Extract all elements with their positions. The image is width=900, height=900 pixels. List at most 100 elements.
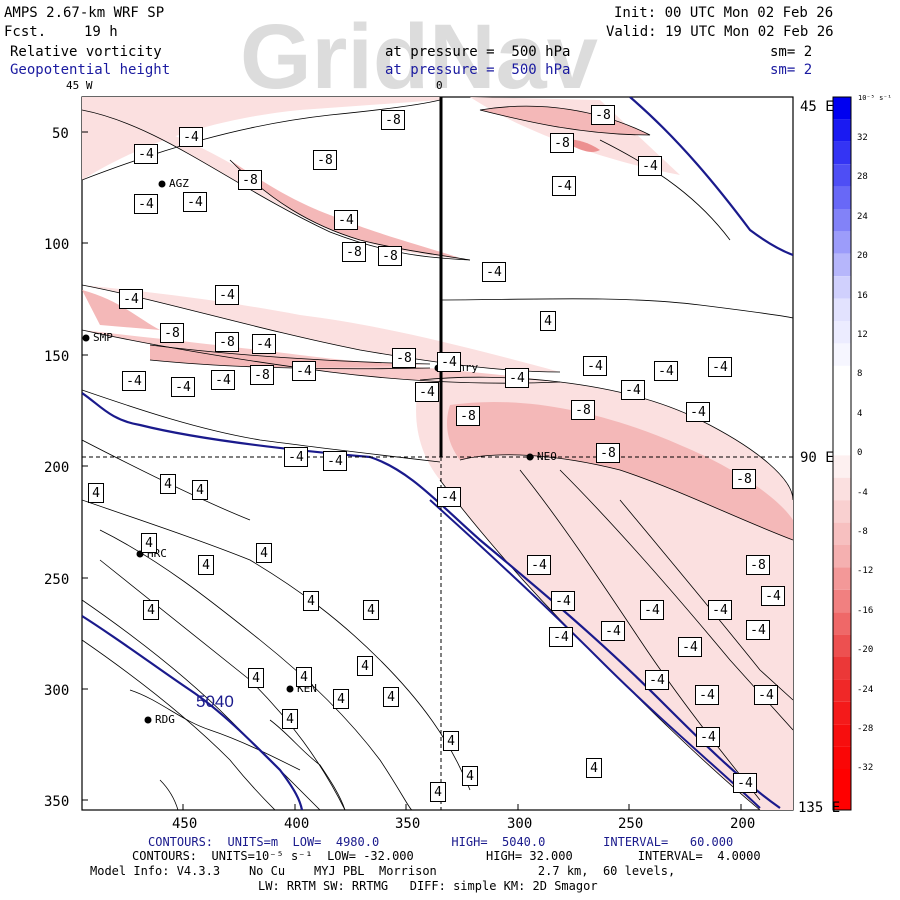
- height-contours: [82, 97, 793, 810]
- contour-label-box: 4: [357, 656, 373, 676]
- valid-time: Valid: 19 UTC Mon 02 Feb 26: [606, 24, 834, 40]
- contour-label-box: -4: [284, 447, 308, 467]
- contour-label-box: -8: [160, 323, 184, 343]
- contour-label-box: -4: [695, 685, 719, 705]
- colorbar-label: -20: [857, 645, 874, 656]
- contour-label-box: -4: [761, 586, 785, 606]
- contour-label-box: -8: [215, 332, 239, 352]
- y-tick-350: 350: [44, 794, 70, 810]
- contour-label-box: 4: [430, 782, 446, 802]
- contour-label-box: -4: [754, 685, 778, 705]
- contour-label-box: -4: [415, 382, 439, 402]
- contour-label-box: -4: [334, 210, 358, 230]
- contour-label-box: 4: [160, 474, 176, 494]
- init-time: Init: 00 UTC Mon 02 Feb 26: [614, 5, 834, 21]
- contour-label-box: 4: [363, 600, 379, 620]
- contour-label-box: 4: [192, 480, 208, 500]
- x-tick-350: 350: [395, 816, 421, 832]
- contour-label-box: -4: [645, 670, 669, 690]
- colorbar-label: 32: [857, 133, 868, 143]
- y-tick-150: 150: [44, 349, 70, 365]
- contour-label-box: -4: [211, 370, 235, 390]
- contour-label-box: -8: [746, 555, 770, 575]
- contour-label-box: -4: [171, 377, 195, 397]
- lon-label-135e: 135 E: [798, 800, 841, 816]
- contour-label-box: -4: [686, 402, 710, 422]
- contour-label-box: 4: [443, 731, 459, 751]
- contour-label-box: -4: [640, 600, 664, 620]
- colorbar-label: 24: [857, 211, 868, 222]
- x-tick-450: 450: [172, 816, 198, 832]
- contour-label-box: -4: [323, 451, 347, 471]
- contour-label-box: -4: [252, 334, 276, 354]
- colorbar-label: -16: [857, 605, 874, 616]
- lon-label-45e: 45 E: [800, 99, 834, 115]
- contour-label-box: -8: [381, 110, 405, 130]
- contour-label-box: 4: [141, 533, 157, 553]
- contour-label-box: -4: [678, 637, 702, 657]
- colorbar-label: 8: [857, 369, 863, 380]
- colorbar-label: -4: [857, 487, 868, 498]
- contour-label-box: 4: [383, 687, 399, 707]
- field2-smoothing: sm= 2: [770, 62, 813, 78]
- contour-label-box: -8: [378, 246, 402, 266]
- contour-label-box: -8: [596, 443, 620, 463]
- contour-label-box: 4: [540, 311, 556, 331]
- contour-label-box: 4: [462, 766, 478, 786]
- x-tick-250: 250: [618, 816, 644, 832]
- contour-label-box: -4: [482, 262, 506, 282]
- model-title: AMPS 2.67-km WRF SP: [4, 5, 165, 21]
- contour-label-box: 4: [248, 668, 264, 688]
- colorbar-label: 16: [857, 290, 868, 301]
- contour-label-box: 4: [333, 689, 349, 709]
- contour-label-box: -4: [183, 192, 207, 212]
- contour-label-box: -4: [215, 285, 239, 305]
- contour-label-box: 4: [586, 758, 602, 778]
- x-tick-400: 400: [284, 816, 310, 832]
- watermark: GridNav: [240, 6, 598, 108]
- contour-label-box: -4: [638, 156, 662, 176]
- contour-label-box: -4: [505, 368, 529, 388]
- forecast-hour: 19 h: [84, 24, 118, 40]
- colorbar-label: 28: [857, 172, 868, 183]
- colorbar-label: -8: [857, 527, 868, 537]
- contour-label-box: 4: [296, 667, 312, 687]
- contour-label-box: -8: [456, 406, 480, 426]
- contour-label-box: -4: [134, 144, 158, 164]
- y-tick-250: 250: [44, 572, 70, 588]
- colorbar-label: 0: [857, 448, 863, 459]
- contour-label-box: -8: [550, 133, 574, 153]
- contour-label-box: -4: [119, 289, 143, 309]
- contour-label-box: -4: [179, 127, 203, 147]
- contour-label-box: -4: [583, 356, 607, 376]
- contour-label-box: 4: [88, 483, 104, 503]
- x-tick-300: 300: [507, 816, 533, 832]
- contour-label-box: -4: [134, 194, 158, 214]
- contour-label-box: -8: [732, 469, 756, 489]
- colorbar-label: 12: [857, 330, 868, 340]
- contour-label-box: -4: [696, 727, 720, 747]
- contour-label-box: -4: [601, 621, 625, 641]
- contour-label-box: -4: [708, 600, 732, 620]
- contour-label-box: 4: [256, 543, 272, 563]
- contour-label-box: -4: [122, 371, 146, 391]
- station-label-agz: AGZ: [169, 177, 189, 190]
- y-tick-100: 100: [44, 237, 70, 253]
- contour-label-box: -8: [342, 242, 366, 262]
- footer-physics-info: LW: RRTM SW: RRTMG DIFF: simple KM: 2D S…: [258, 879, 598, 893]
- colorbar-label: -24: [857, 684, 874, 695]
- contour-label-box: -4: [708, 357, 732, 377]
- contour-label-box: -8: [238, 170, 262, 190]
- contour-label-box: -4: [746, 620, 770, 640]
- contour-label-box: 4: [282, 709, 298, 729]
- lon-label-0: 0: [436, 79, 443, 92]
- x-tick-200: 200: [730, 816, 756, 832]
- contour-label-box: -4: [437, 487, 461, 507]
- station-markers: [82, 180, 534, 724]
- footer-vorticity-contours: CONTOURS: UNITS=10⁻⁵ s⁻¹ LOW= -32.000 HI…: [132, 849, 761, 863]
- field1-smoothing: sm= 2: [770, 44, 813, 60]
- contour-label-box: -4: [654, 361, 678, 381]
- contour-label-box: -4: [549, 627, 573, 647]
- y-tick-300: 300: [44, 683, 70, 699]
- contour-label-box: -4: [527, 555, 551, 575]
